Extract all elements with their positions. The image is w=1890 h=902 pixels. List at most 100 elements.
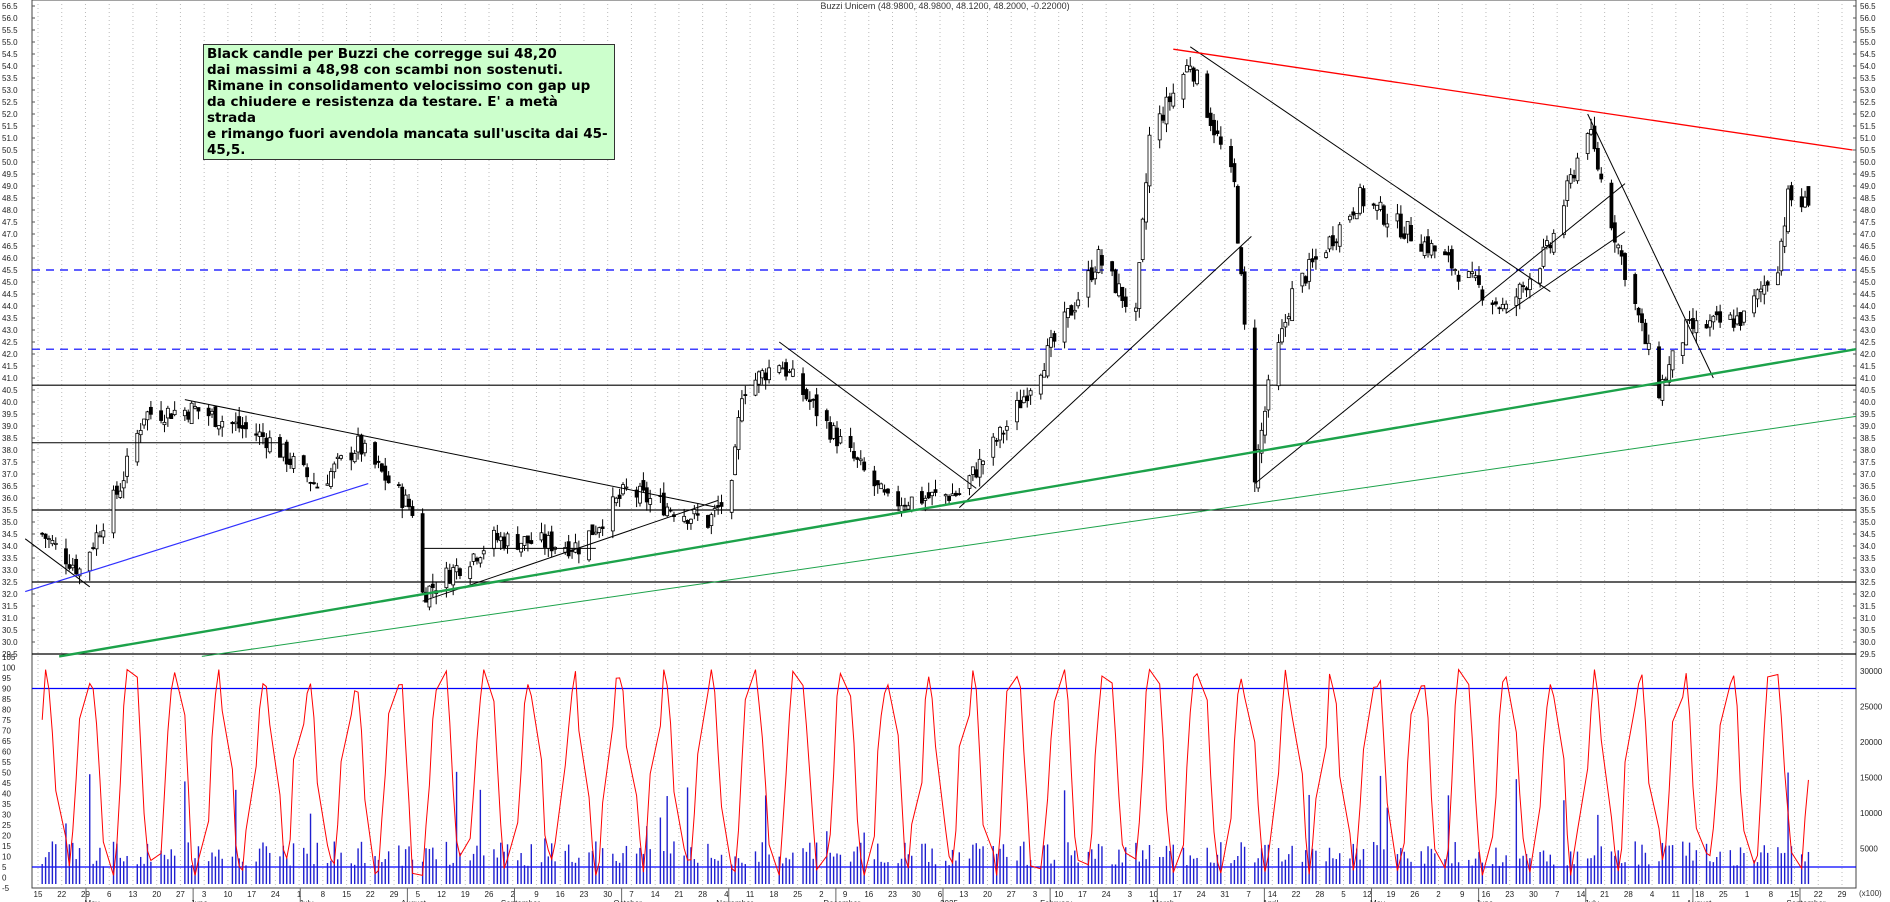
x-month-label: November <box>716 899 753 902</box>
candle-body <box>305 467 310 478</box>
candle-body <box>50 540 55 545</box>
price-tick-left: 31.5 <box>2 602 18 611</box>
oscillator-tick-left: 35 <box>2 800 11 809</box>
candle-body <box>1623 253 1627 280</box>
candle-body <box>1184 65 1189 73</box>
oscillator-tick-left: 70 <box>2 727 11 736</box>
x-day-label: 25 <box>1719 890 1728 899</box>
candle-body <box>1782 225 1787 247</box>
candle-body <box>1066 308 1070 319</box>
price-tick-right: 44.5 <box>1860 290 1876 299</box>
candle-body <box>1473 275 1478 279</box>
candle-body <box>943 494 948 497</box>
price-tick-left: 55.0 <box>2 38 18 47</box>
candle-body <box>896 491 901 507</box>
x-day-label: 1 <box>1745 890 1750 899</box>
oscillator-tick-left: -5 <box>2 884 10 893</box>
oscillator-tick-left: 5 <box>2 863 7 872</box>
candle-body <box>950 493 955 497</box>
candle-body <box>1711 315 1716 323</box>
price-tick-left: 45.5 <box>2 266 18 275</box>
x-day-label: 4 <box>724 890 729 899</box>
price-tick-left: 35.0 <box>2 518 18 527</box>
x-day-label: 21 <box>674 890 683 899</box>
x-day-label: 9 <box>843 890 848 899</box>
candle-body <box>1280 328 1284 343</box>
candle-body <box>1038 374 1043 395</box>
candle-body <box>1453 269 1458 271</box>
candle-body <box>1752 295 1757 314</box>
trendline-nov-down <box>778 341 977 489</box>
candle-body <box>1117 283 1121 297</box>
candle-body <box>1738 312 1743 326</box>
candle-body <box>1443 251 1447 256</box>
candle-body <box>1575 157 1580 182</box>
candle-body <box>1303 276 1308 284</box>
candle-body <box>515 534 520 550</box>
candle-body <box>1670 350 1675 371</box>
candle-body <box>909 496 914 511</box>
candle-body <box>169 413 174 419</box>
price-tick-left: 56.0 <box>2 14 18 23</box>
candle-body <box>1215 130 1220 134</box>
price-tick-right: 45.5 <box>1860 266 1876 275</box>
candle-body <box>53 542 58 545</box>
candle-body <box>1164 96 1169 125</box>
candle-body <box>1541 246 1546 267</box>
candle-body <box>505 533 510 547</box>
candle-body <box>624 486 629 489</box>
candle-body <box>1371 203 1376 206</box>
price-tick-left: 44.5 <box>2 290 18 299</box>
candle-body <box>1561 205 1566 236</box>
candle-body <box>121 480 126 489</box>
candle-body <box>1072 309 1077 313</box>
x-month-label: May <box>84 899 99 902</box>
candle-body <box>576 548 581 555</box>
candle-body <box>1426 236 1430 254</box>
price-tick-right: 35.0 <box>1860 518 1876 527</box>
x-day-label: 20 <box>152 890 161 899</box>
candle-body <box>162 421 167 426</box>
candle-body <box>807 399 812 403</box>
candle-body <box>403 494 408 507</box>
volume-tick-right: 20000 <box>1860 738 1883 747</box>
x-day-label: 12 <box>1363 890 1372 899</box>
candle-body <box>1446 252 1451 256</box>
candle-body <box>838 436 843 444</box>
oscillator-tick-left: 85 <box>2 695 11 704</box>
candle-body <box>1663 378 1668 381</box>
x-day-label: 29 <box>1838 890 1847 899</box>
candle-body <box>1640 313 1644 324</box>
candle-body <box>573 542 578 553</box>
candle-body <box>352 453 357 463</box>
price-tick-right: 40.0 <box>1860 398 1876 407</box>
candle-body <box>733 446 738 476</box>
x-day-label: 16 <box>556 890 565 899</box>
x-day-label: 29 <box>390 890 399 899</box>
price-tick-left: 52.5 <box>2 98 18 107</box>
price-tick-left: 39.0 <box>2 422 18 431</box>
x-day-label: 13 <box>128 890 137 899</box>
x-month-label: May <box>1370 899 1385 902</box>
candle-body <box>549 531 554 552</box>
price-tick-left: 49.5 <box>2 170 18 179</box>
candle-body <box>1592 125 1597 150</box>
price-tick-right: 48.5 <box>1860 194 1876 203</box>
price-tick-left: 47.5 <box>2 218 18 227</box>
chart-title: Buzzi Unicem (48.9800, 48.9800, 48.1200,… <box>820 1 1070 11</box>
candle-body <box>1694 320 1699 334</box>
x-month-label: March <box>1152 899 1174 902</box>
candle-body <box>621 484 625 495</box>
candle-body <box>974 469 979 478</box>
candle-body <box>1314 256 1318 260</box>
volume-tick-right: 10000 <box>1860 809 1883 818</box>
price-tick-left: 47.0 <box>2 230 18 239</box>
candle-body <box>1789 185 1794 201</box>
candle-body <box>1354 213 1359 220</box>
candle-body <box>1310 258 1315 263</box>
candle-body <box>420 513 425 593</box>
candle-body <box>1042 370 1047 378</box>
candle-body <box>994 439 999 442</box>
price-tick-right: 39.0 <box>1860 422 1876 431</box>
price-tick-right: 47.5 <box>1860 218 1876 227</box>
